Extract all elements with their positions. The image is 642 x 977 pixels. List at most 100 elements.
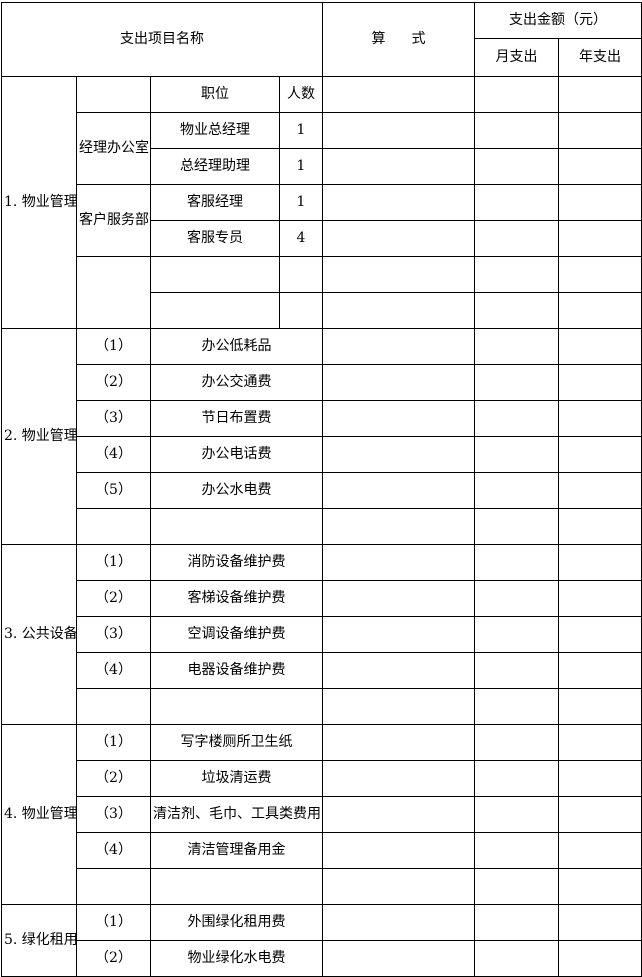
department-cell: 客户服务部	[76, 184, 151, 257]
formula-cell[interactable]	[322, 472, 475, 509]
monthly-expense-cell[interactable]	[474, 76, 559, 113]
yearly-expense-cell[interactable]	[558, 328, 642, 365]
item-number: （1）	[76, 904, 151, 941]
monthly-expense-cell[interactable]	[474, 112, 559, 149]
yearly-expense-cell[interactable]	[558, 472, 642, 509]
monthly-expense-cell[interactable]	[474, 472, 559, 509]
yearly-expense-cell[interactable]	[558, 148, 642, 185]
formula-cell[interactable]	[322, 364, 475, 401]
yearly-expense-cell[interactable]	[558, 832, 642, 869]
monthly-expense-cell[interactable]	[474, 220, 559, 257]
monthly-expense-cell[interactable]	[474, 760, 559, 797]
monthly-expense-cell[interactable]	[474, 256, 559, 293]
yearly-expense-cell[interactable]	[558, 400, 642, 437]
formula-cell[interactable]	[322, 508, 475, 545]
formula-cell[interactable]	[322, 760, 475, 797]
table-row: （3） 节日布置费	[2, 400, 642, 437]
item-name: 办公水电费	[150, 472, 323, 509]
monthly-expense-cell[interactable]	[474, 364, 559, 401]
item-name	[150, 508, 323, 545]
yearly-expense-cell[interactable]	[558, 580, 642, 617]
table-row: 3. 公共设备维护费（1）消防设备维护费	[1, 544, 642, 725]
table-row: 客户服务部 客服经理 1	[2, 184, 642, 257]
monthly-expense-cell[interactable]	[474, 616, 559, 653]
monthly-expense-cell[interactable]	[474, 400, 559, 437]
header-expense-item-name: 支出项目名称	[1, 2, 323, 77]
formula-cell[interactable]	[322, 76, 475, 113]
yearly-expense-cell[interactable]	[558, 904, 642, 941]
monthly-expense-cell[interactable]	[474, 832, 559, 869]
table-row: 经理办公室 物业总经理 1	[2, 112, 642, 185]
table-row: 总经理助理 1	[2, 148, 642, 185]
monthly-expense-cell[interactable]	[474, 724, 559, 761]
monthly-expense-cell[interactable]	[474, 688, 559, 725]
header-expense-amount: 支出金额（元）	[474, 2, 642, 39]
table-row	[2, 508, 642, 545]
formula-cell[interactable]	[322, 148, 475, 185]
monthly-expense-cell[interactable]	[474, 940, 559, 977]
formula-cell[interactable]	[322, 220, 475, 257]
yearly-expense-cell[interactable]	[558, 184, 642, 221]
formula-cell[interactable]	[322, 904, 475, 941]
subheader-position: 职位	[150, 76, 280, 113]
yearly-expense-cell[interactable]	[558, 112, 642, 149]
table-row	[2, 256, 642, 329]
yearly-expense-cell[interactable]	[558, 616, 642, 653]
monthly-expense-cell[interactable]	[474, 292, 559, 329]
monthly-expense-cell[interactable]	[474, 904, 559, 941]
monthly-expense-cell[interactable]	[474, 868, 559, 905]
yearly-expense-cell[interactable]	[558, 292, 642, 329]
headcount-cell	[279, 292, 323, 329]
formula-cell[interactable]	[322, 292, 475, 329]
monthly-expense-cell[interactable]	[474, 652, 559, 689]
monthly-expense-cell[interactable]	[474, 184, 559, 221]
item-number: （4）	[76, 436, 151, 473]
monthly-expense-cell[interactable]	[474, 508, 559, 545]
yearly-expense-cell[interactable]	[558, 688, 642, 725]
monthly-expense-cell[interactable]	[474, 328, 559, 365]
formula-cell[interactable]	[322, 868, 475, 905]
yearly-expense-cell[interactable]	[558, 220, 642, 257]
table-row: （3） 清洁剂、毛巾、工具类费用	[2, 796, 642, 833]
monthly-expense-cell[interactable]	[474, 796, 559, 833]
item-name: 写字楼厕所卫生纸	[150, 724, 323, 761]
formula-cell[interactable]	[322, 112, 475, 149]
yearly-expense-cell[interactable]	[558, 760, 642, 797]
monthly-expense-cell[interactable]	[474, 580, 559, 617]
formula-cell[interactable]	[322, 184, 475, 221]
table-row: （2） 物业绿化水电费	[2, 940, 642, 977]
monthly-expense-cell[interactable]	[474, 544, 559, 581]
yearly-expense-cell[interactable]	[558, 436, 642, 473]
formula-cell[interactable]	[322, 652, 475, 689]
formula-cell[interactable]	[322, 400, 475, 437]
yearly-expense-cell[interactable]	[558, 868, 642, 905]
yearly-expense-cell[interactable]	[558, 796, 642, 833]
formula-cell[interactable]	[322, 724, 475, 761]
formula-cell[interactable]	[322, 940, 475, 977]
formula-cell[interactable]	[322, 544, 475, 581]
formula-cell[interactable]	[322, 580, 475, 617]
item-name: 外围绿化租用费	[150, 904, 323, 941]
table-row: （5） 办公水电费	[2, 472, 642, 509]
yearly-expense-cell[interactable]	[558, 508, 642, 545]
yearly-expense-cell[interactable]	[558, 76, 642, 113]
monthly-expense-cell[interactable]	[474, 148, 559, 185]
monthly-expense-cell[interactable]	[474, 436, 559, 473]
yearly-expense-cell[interactable]	[558, 652, 642, 689]
formula-cell[interactable]	[322, 616, 475, 653]
yearly-expense-cell[interactable]	[558, 724, 642, 761]
formula-cell[interactable]	[322, 328, 475, 365]
yearly-expense-cell[interactable]	[558, 256, 642, 293]
table-row	[2, 688, 642, 725]
formula-cell[interactable]	[322, 436, 475, 473]
formula-cell[interactable]	[322, 256, 475, 293]
formula-cell[interactable]	[322, 688, 475, 725]
item-name: 办公交通费	[150, 364, 323, 401]
formula-cell[interactable]	[322, 796, 475, 833]
yearly-expense-cell[interactable]	[558, 364, 642, 401]
yearly-expense-cell[interactable]	[558, 544, 642, 581]
item-number: （1）	[76, 724, 151, 761]
formula-cell[interactable]	[322, 832, 475, 869]
yearly-expense-cell[interactable]	[558, 940, 642, 977]
